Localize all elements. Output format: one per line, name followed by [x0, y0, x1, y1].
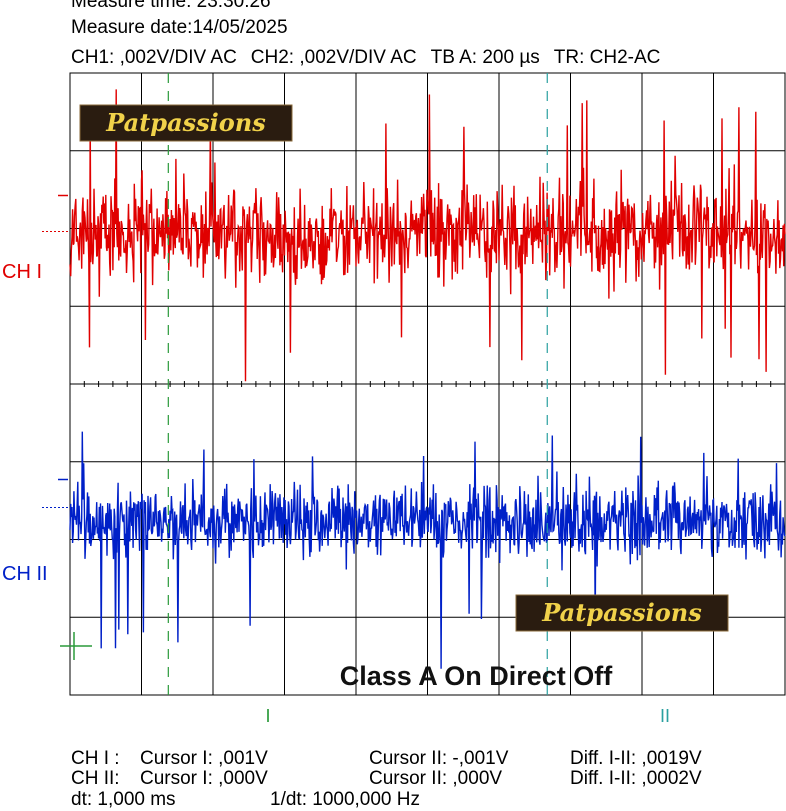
ch1-setting: CH1: ,002V/DIV AC — [71, 47, 237, 68]
inverse-dt-readout: 1/dt: 1000,000 Hz — [270, 789, 420, 810]
ch1-cursor2-readout: Cursor II: -,001V — [369, 748, 509, 769]
measure-date: Measure date:14/05/2025 — [71, 18, 288, 38]
oscilloscope-display: Patpassions Patpassions Class A On Direc… — [2, 72, 786, 726]
watermark-text-bottom: Patpassions — [541, 598, 702, 627]
ch2-diff-readout: Diff. I-II: ,0002V — [570, 768, 702, 789]
watermark-logo-bottom: Patpassions — [515, 594, 729, 632]
grid — [69, 72, 786, 696]
dt-readout: dt: 1,000 ms — [71, 789, 176, 810]
cursor1-label: I — [265, 706, 270, 726]
scope-settings: CH1: ,002V/DIV AC CH2: ,002V/DIV AC TB A… — [71, 48, 674, 68]
ch1-trace-path — [69, 89, 786, 382]
ch1-diff-readout: Diff. I-II: ,0019V — [570, 748, 702, 769]
cursor2-label: II — [660, 706, 670, 726]
ch2-trace — [69, 431, 786, 669]
ch1-label: CH I — [2, 261, 42, 283]
ch1-readout-label: CH I : — [71, 748, 120, 769]
ch1-cursor1-readout: Cursor I: ,001V — [140, 748, 268, 769]
timebase-setting: TB A: 200 µs — [430, 47, 540, 68]
ch2-setting: CH2: ,002V/DIV AC — [250, 47, 417, 68]
ch2-cursor2-readout: Cursor II: ,000V — [369, 768, 503, 789]
cursor-lines — [42, 73, 548, 695]
ch2-trace-path — [69, 431, 786, 669]
measure-time-label: Measure time: — [71, 0, 192, 12]
watermark-logo-top: Patpassions — [79, 104, 293, 142]
measure-date-value: 14/05/2025 — [192, 17, 288, 38]
trigger-setting: TR: CH2-AC — [553, 47, 661, 68]
measure-time-value: 23:30:26 — [196, 0, 271, 12]
annotation-text: Class A On Direct Off — [340, 661, 614, 691]
measure-date-label: Measure date: — [71, 17, 193, 38]
measure-time: Measure time: 23:30:26 — [71, 0, 271, 12]
ch2-readout-label: CH II: — [71, 768, 120, 789]
ch2-cursor1-readout: Cursor I: ,000V — [140, 768, 268, 789]
watermark-text-top: Patpassions — [105, 108, 266, 137]
ch2-label: CH II — [2, 563, 48, 585]
ch1-trace — [69, 89, 786, 382]
